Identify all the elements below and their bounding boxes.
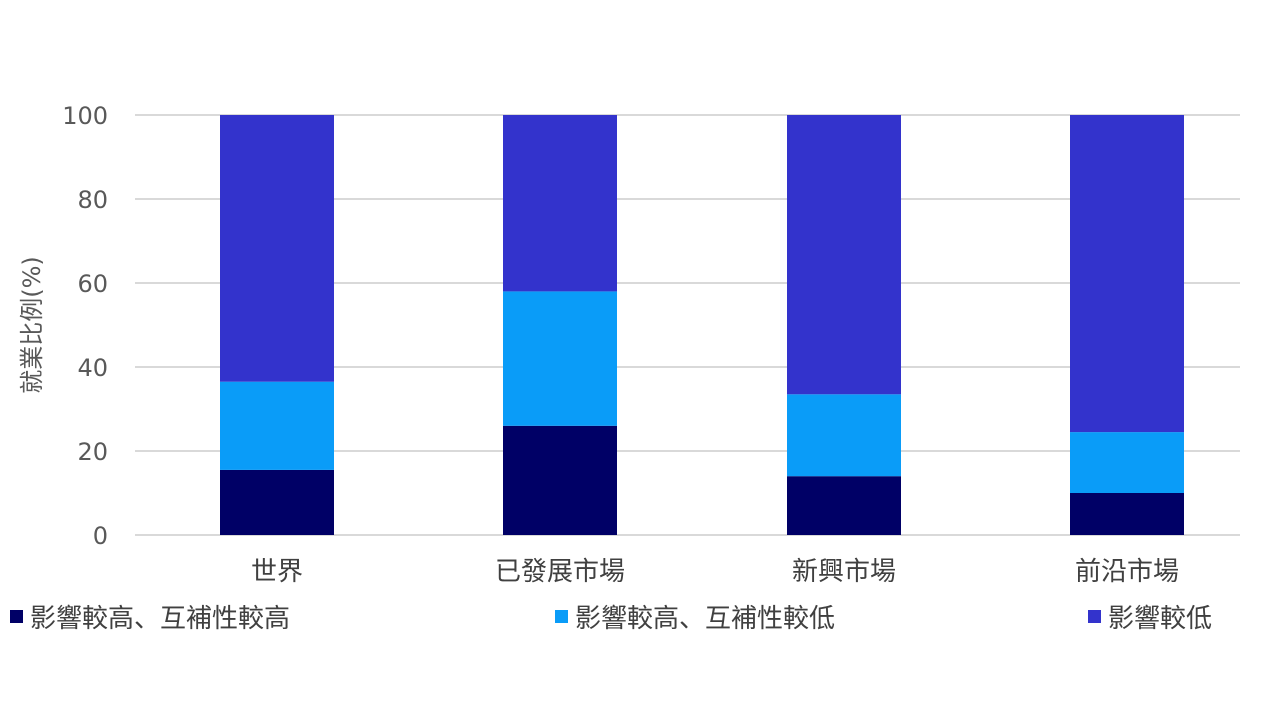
bar-segment (220, 469, 334, 535)
bar-segment (1070, 432, 1184, 493)
y-axis-label: 就業比例(%) (18, 256, 46, 394)
bar-segment (503, 115, 617, 292)
y-tick-label: 0 (93, 522, 108, 550)
x-category-label: 世界 (251, 557, 303, 587)
y-axis-ticks: 0 20 40 60 80 100 (62, 102, 108, 550)
legend-item: 影響較高、互補性較高 (10, 604, 290, 634)
x-axis-categories: 世界 已發展市場 新興市場 前沿市場 (251, 557, 1179, 587)
x-category-label: 已發展市場 (495, 557, 625, 587)
legend-item: 影響較低 (1088, 604, 1212, 634)
bar-segment (787, 115, 901, 395)
y-tick-label: 80 (77, 186, 108, 214)
y-tick-label: 100 (62, 102, 108, 130)
y-tick-label: 20 (77, 438, 108, 466)
bars (220, 115, 1184, 535)
legend-label: 影響較高、互補性較低 (575, 604, 835, 634)
y-tick-label: 60 (77, 270, 108, 298)
bar-segment (787, 394, 901, 477)
bar-segment (1070, 493, 1184, 535)
bar-segment (1070, 115, 1184, 433)
bar-segment (787, 476, 901, 535)
legend-swatch (1088, 610, 1101, 623)
x-category-label: 前沿市場 (1075, 557, 1179, 587)
bar-segment (220, 115, 334, 382)
legend-label: 影響較高、互補性較高 (30, 604, 290, 634)
x-category-label: 新興市場 (792, 557, 896, 587)
legend-item: 影響較高、互補性較低 (555, 604, 835, 634)
bar-segment (503, 425, 617, 535)
legend-swatch (10, 610, 23, 623)
bar-segment (503, 291, 617, 426)
y-tick-label: 40 (77, 354, 108, 382)
legend-label: 影響較低 (1108, 604, 1212, 634)
legend-swatch (555, 610, 568, 623)
bar-segment (220, 381, 334, 470)
legend: 影響較高、互補性較高 影響較高、互補性較低 影響較低 (10, 604, 1212, 634)
